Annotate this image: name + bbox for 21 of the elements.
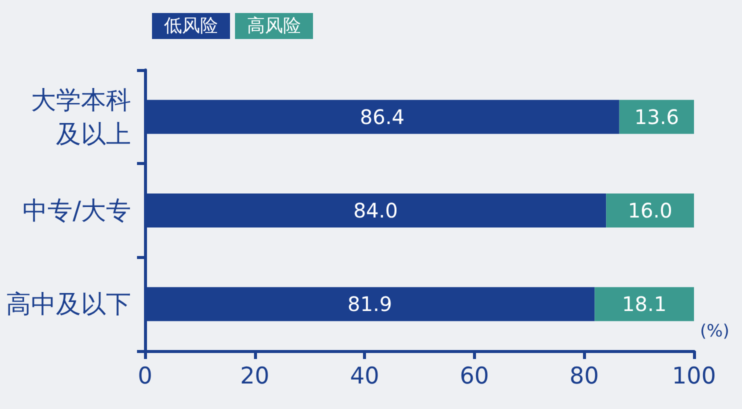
x-tick-label: 100 (672, 364, 716, 390)
text: 高风险 (247, 16, 301, 36)
x-tick-label: 60 (460, 364, 490, 390)
text: 低风险 (164, 16, 218, 36)
y-tick-label: 高中及以下 (6, 290, 131, 319)
bar (594, 287, 694, 322)
x-axis-title: (%) (700, 322, 730, 342)
text: 86.4 (360, 104, 404, 129)
bar (606, 194, 694, 228)
x-tick-label: 40 (350, 364, 380, 390)
bar (619, 100, 694, 134)
x-tick-label: 20 (240, 364, 270, 390)
text: 18.1 (622, 292, 667, 316)
text: 84.0 (353, 198, 398, 222)
y-tick-label: 中专/大专 (22, 196, 131, 225)
x-tick-label: 80 (570, 364, 599, 390)
text: 81.9 (348, 292, 392, 316)
text: 13.6 (634, 104, 679, 129)
x-tick-label: 0 (138, 364, 152, 390)
text: 16.0 (628, 198, 672, 222)
y-tick-label: 大学本科及以上 (31, 85, 131, 148)
